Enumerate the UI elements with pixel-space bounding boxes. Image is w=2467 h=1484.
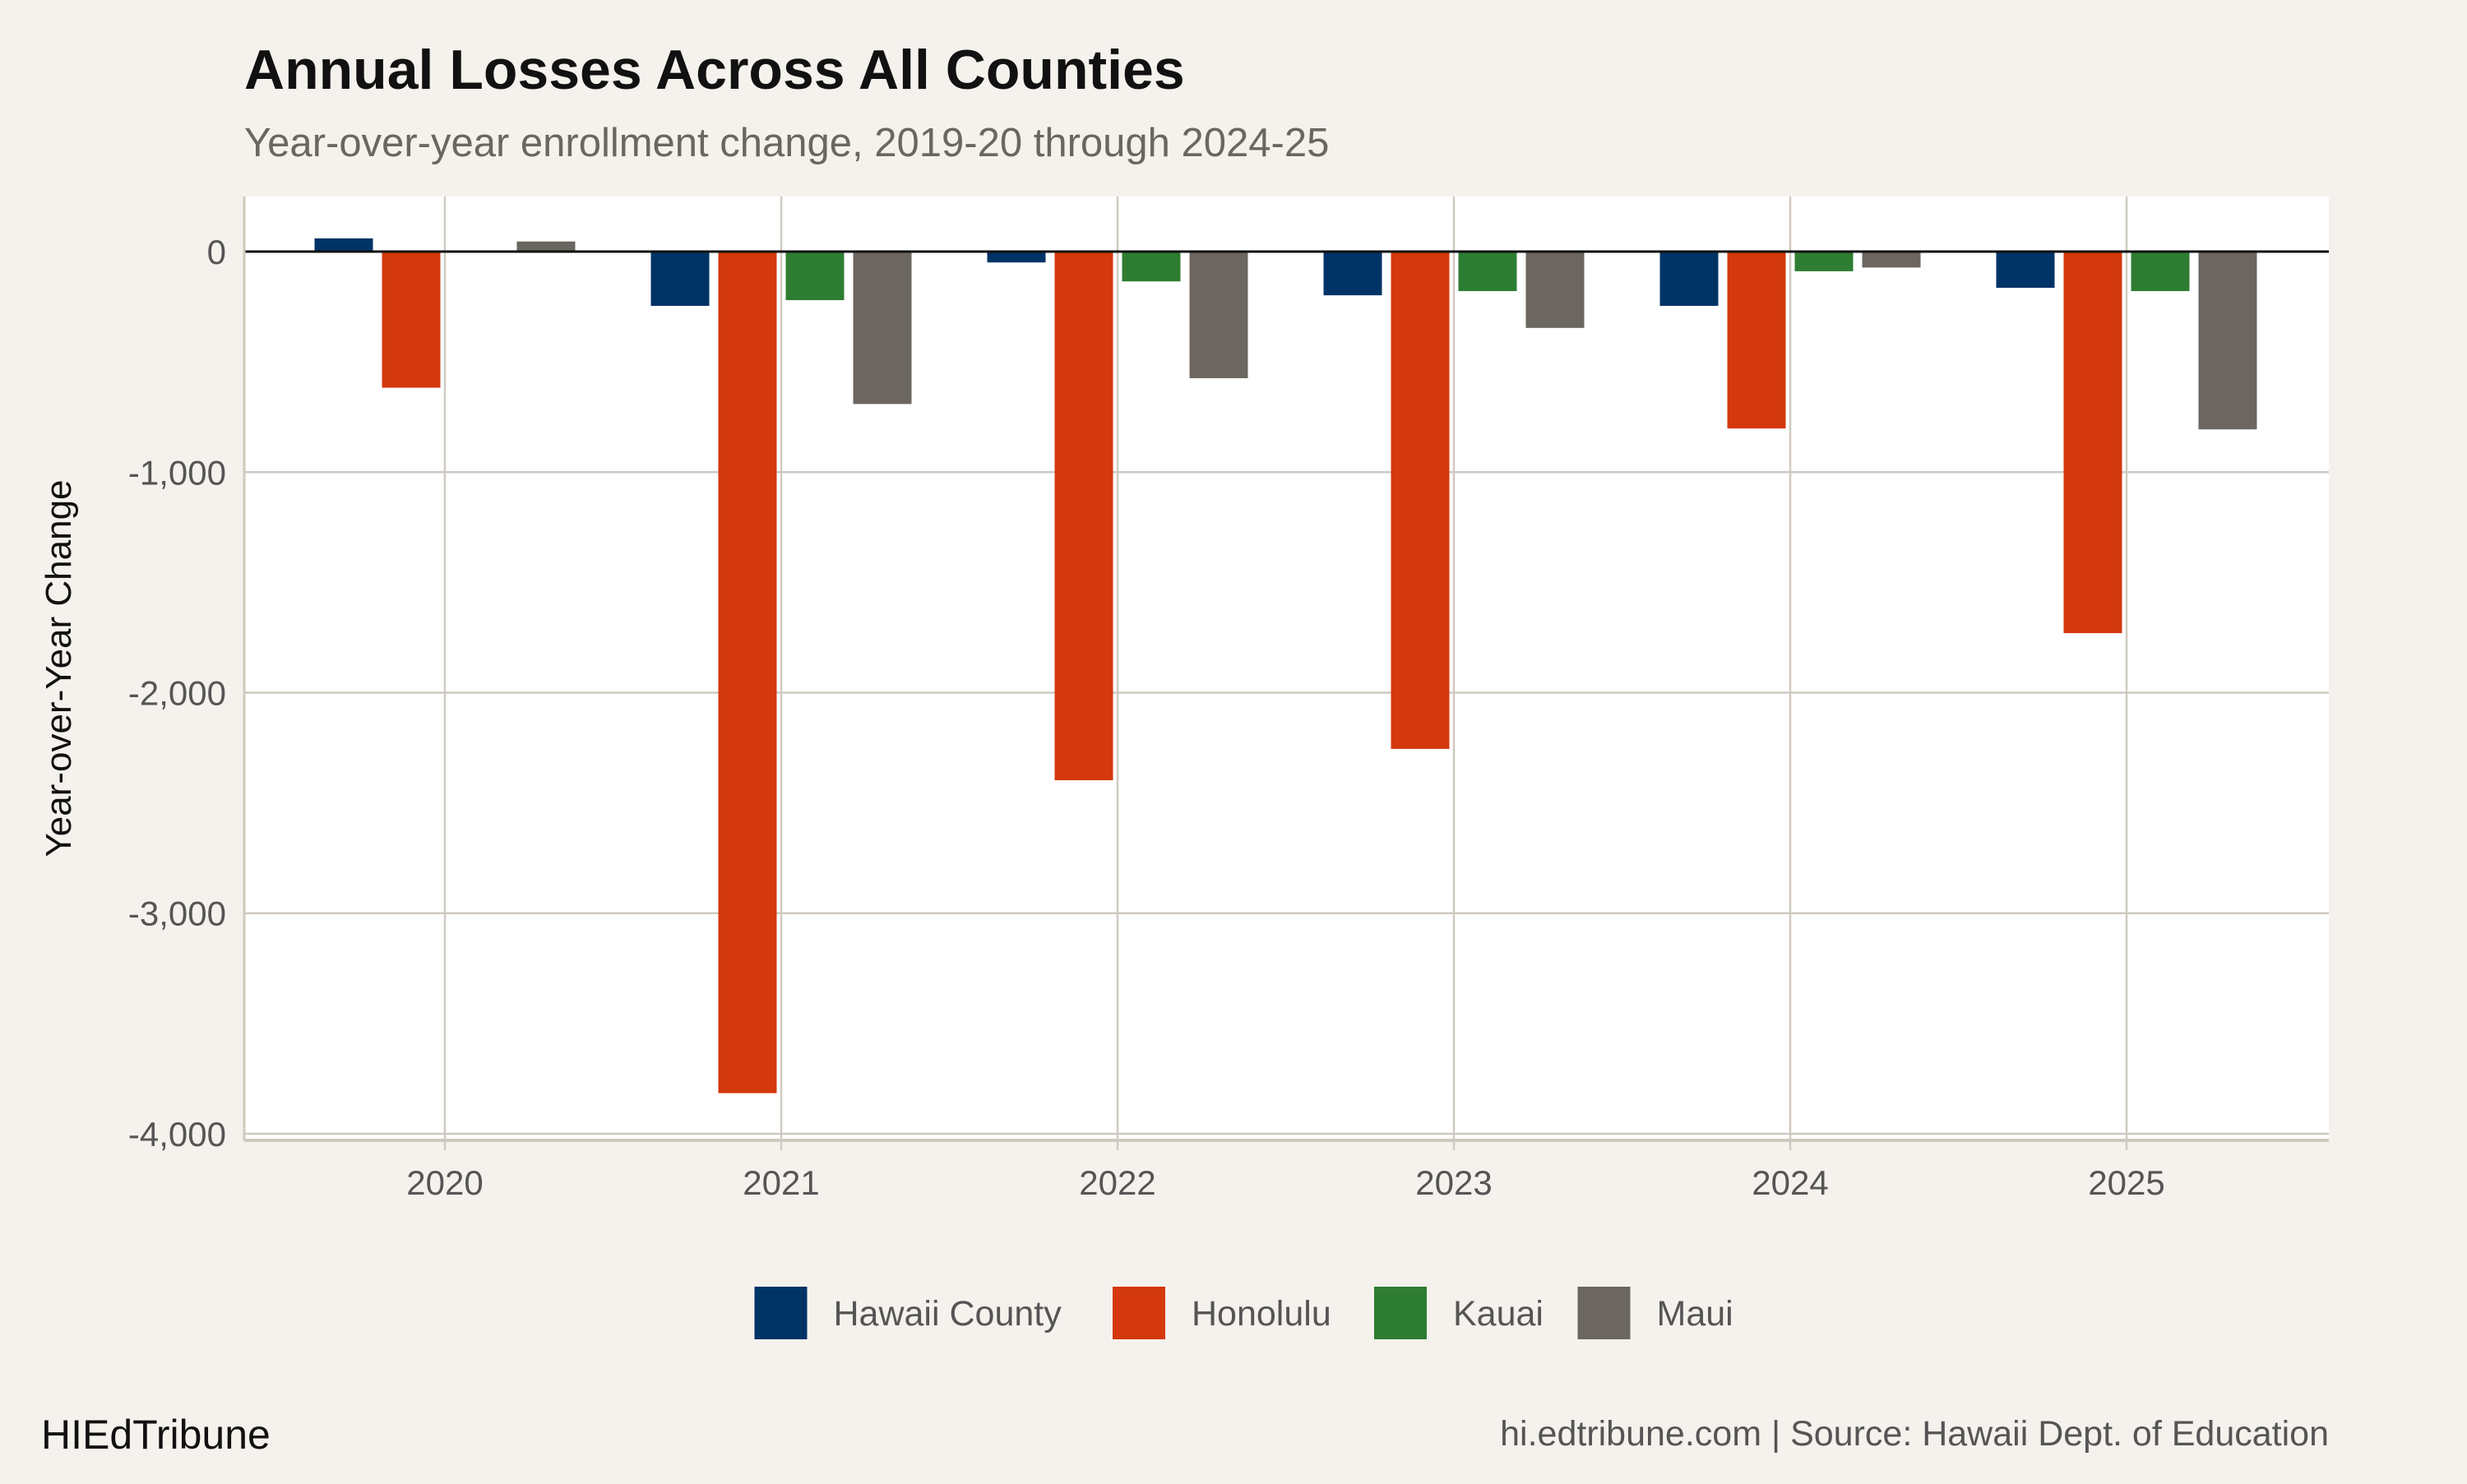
y-tick-label: 0 bbox=[207, 233, 226, 271]
legend-item-maui: Maui bbox=[1577, 1287, 1733, 1339]
legend-swatch bbox=[1577, 1287, 1631, 1339]
legend-item-honolulu: Honolulu bbox=[1113, 1287, 1331, 1339]
bar-honolulu-2025 bbox=[2063, 252, 2122, 634]
legend-swatch bbox=[1113, 1287, 1165, 1339]
bar-honolulu-2020 bbox=[382, 252, 441, 388]
bar-honolulu-2023 bbox=[1391, 252, 1450, 749]
bar-hawaii-county-2023 bbox=[1323, 252, 1382, 296]
y-axis-label: Year-over-Year Change bbox=[39, 479, 79, 857]
x-tick-label: 2023 bbox=[1415, 1163, 1492, 1202]
bar-kauai-2022 bbox=[1122, 252, 1181, 282]
bar-hawaii-county-2025 bbox=[1996, 252, 2055, 289]
footer-source: hi.edtribune.com | Source: Hawaii Dept. … bbox=[1500, 1414, 2329, 1454]
legend-label: Hawaii County bbox=[834, 1294, 1062, 1334]
legend-item-hawaii-county: Hawaii County bbox=[754, 1287, 1062, 1339]
bar-honolulu-2024 bbox=[1727, 252, 1786, 429]
bar-hawaii-county-2021 bbox=[650, 252, 710, 307]
bar-kauai-2025 bbox=[2131, 252, 2190, 292]
chart-subtitle: Year-over-year enrollment change, 2019-2… bbox=[244, 121, 1329, 165]
y-tick-label: -2,000 bbox=[128, 674, 226, 713]
bar-honolulu-2022 bbox=[1054, 252, 1113, 780]
bar-maui-2023 bbox=[1525, 252, 1585, 328]
y-tick-label: -3,000 bbox=[128, 895, 226, 933]
legend-swatch bbox=[1374, 1287, 1427, 1339]
x-tick-label: 2025 bbox=[2088, 1163, 2164, 1202]
bar-hawaii-county-2022 bbox=[987, 252, 1046, 263]
bar-maui-2024 bbox=[1862, 252, 1921, 268]
footer-brand: HIEdTribune bbox=[41, 1412, 271, 1458]
bar-kauai-2021 bbox=[785, 252, 845, 301]
bar-maui-2020 bbox=[516, 241, 576, 252]
legend-label: Maui bbox=[1657, 1294, 1733, 1334]
legend: Hawaii County Honolulu Kauai Maui bbox=[754, 1287, 1733, 1339]
bar-kauai-2023 bbox=[1458, 252, 1517, 292]
bar-maui-2025 bbox=[2198, 252, 2257, 430]
bar-honolulu-2021 bbox=[718, 252, 777, 1093]
plot-panel bbox=[244, 196, 2329, 1140]
bar-hawaii-county-2020 bbox=[314, 238, 373, 252]
bar-kauai-2024 bbox=[1794, 252, 1854, 271]
bar-hawaii-county-2024 bbox=[1659, 252, 1719, 307]
y-tick-label: -1,000 bbox=[128, 453, 226, 492]
legend-label: Honolulu bbox=[1192, 1294, 1331, 1334]
x-tick-label: 2020 bbox=[406, 1163, 483, 1202]
gridlines bbox=[244, 196, 2329, 1140]
legend-label: Kauai bbox=[1453, 1294, 1544, 1334]
y-tick-label: -4,000 bbox=[128, 1115, 226, 1153]
axes: 0 -1,000 -2,000 -3,000 -4,000 2020 2021 2022 202… bbox=[128, 196, 2329, 1202]
x-tick-label: 2022 bbox=[1079, 1163, 1155, 1202]
bar-maui-2022 bbox=[1189, 252, 1248, 379]
bars bbox=[244, 238, 2329, 1093]
chart-title: Annual Losses Across All Counties bbox=[244, 39, 1185, 101]
legend-item-kauai: Kauai bbox=[1374, 1287, 1544, 1339]
legend-swatch bbox=[754, 1287, 808, 1339]
x-tick-label: 2021 bbox=[743, 1163, 819, 1202]
bar-maui-2021 bbox=[853, 252, 912, 405]
x-tick-label: 2024 bbox=[1752, 1163, 1828, 1202]
